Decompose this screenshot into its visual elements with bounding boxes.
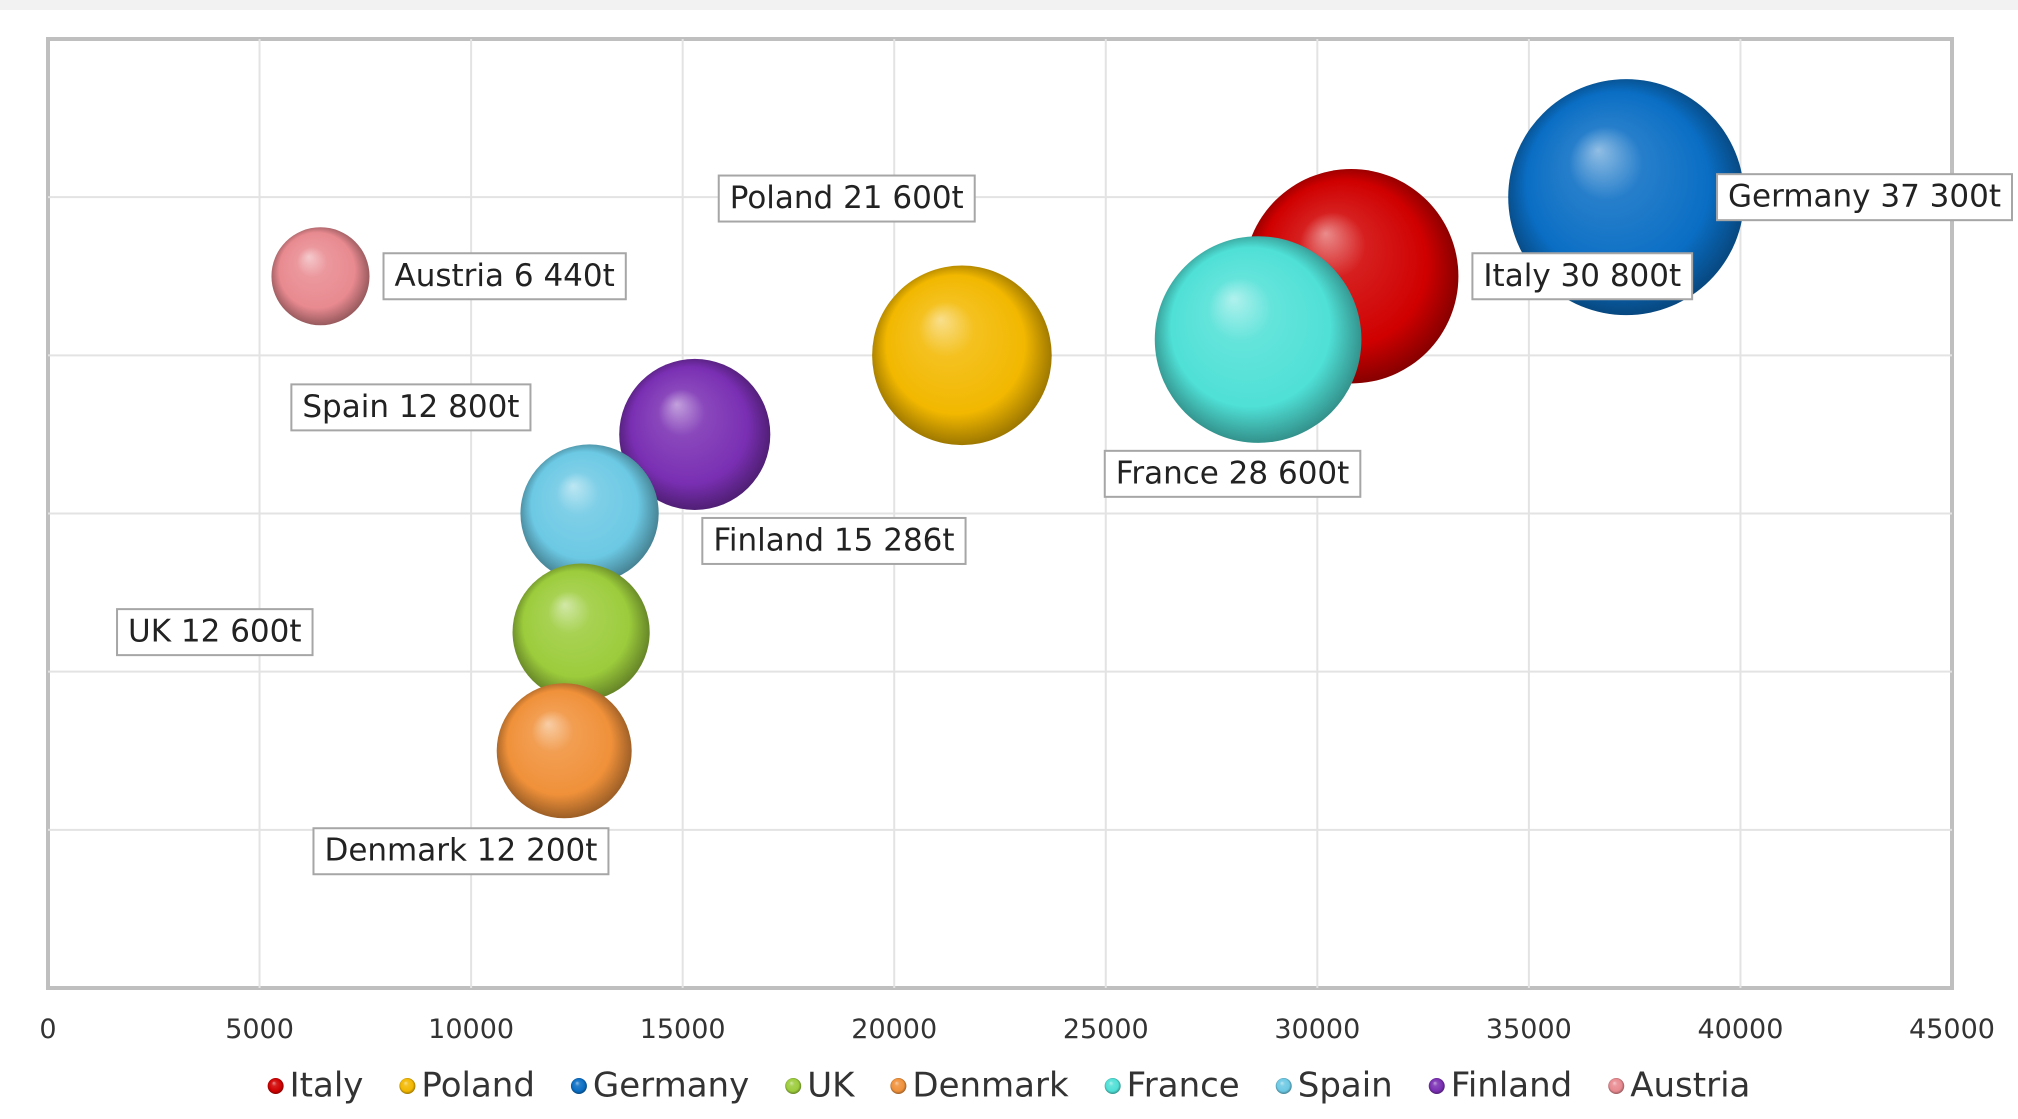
legend-marker <box>890 1078 907 1094</box>
data-label-text: UK 12 600t <box>128 614 302 650</box>
x-tick-label: 40000 <box>1697 1014 1783 1045</box>
legend-label: Austria <box>1630 1066 1750 1106</box>
legend-marker <box>399 1078 416 1094</box>
data-label-box <box>290 383 532 432</box>
legend-marker <box>1104 1078 1121 1094</box>
data-label-box <box>701 516 967 565</box>
x-axis-ticks: 0 5000 10000 15000 20000 25000 30000 35000 40000… <box>39 1014 1995 1045</box>
x-tick-label: 20000 <box>851 1014 937 1045</box>
x-tick-label: 15000 <box>640 1014 726 1045</box>
bubble-finland <box>619 358 771 510</box>
legend-label: Poland <box>421 1066 535 1106</box>
legend-label: Germany <box>593 1066 749 1106</box>
data-label-uk: UK 12 600t <box>116 608 314 657</box>
data-label-text: Denmark 12 200t <box>324 833 597 869</box>
data-label-box <box>1716 173 2013 222</box>
data-label-text: Spain 12 800t <box>302 389 519 425</box>
legend-label: Spain <box>1298 1066 1393 1106</box>
data-label-box <box>116 608 314 657</box>
x-tick-label: 45000 <box>1909 1014 1995 1045</box>
legend-label: Finland <box>1451 1066 1573 1106</box>
data-label-finland: Finland 15 286t <box>701 516 967 565</box>
legend-item-denmark: Denmark <box>890 1066 1069 1106</box>
legend-label: Denmark <box>912 1066 1069 1106</box>
legend-marker <box>267 1078 284 1094</box>
data-labels: Italy 30 800t Poland 21 600t Germany 37 30… <box>116 173 2013 876</box>
data-label-text: Poland 21 600t <box>730 180 964 216</box>
data-label-text: France 28 600t <box>1116 455 1350 491</box>
bubble-spain <box>520 444 659 583</box>
x-tick-label: 35000 <box>1486 1014 1572 1045</box>
data-label-box <box>382 252 627 301</box>
bubble-uk <box>512 563 650 701</box>
data-label-text: Germany 37 300t <box>1728 179 2001 215</box>
x-tick-label: 0 <box>39 1014 56 1045</box>
data-label-text: Finland 15 286t <box>713 522 954 558</box>
legend-label: UK <box>807 1066 856 1106</box>
data-label-spain: Spain 12 800t <box>290 383 532 432</box>
legend-item-germany: Germany <box>570 1066 749 1106</box>
legend: Italy Poland Germany UK Denmark France Spain Fi… <box>267 1066 1750 1106</box>
legend-item-poland: Poland <box>399 1066 535 1106</box>
legend-marker <box>570 1078 587 1094</box>
legend-marker <box>1428 1078 1445 1094</box>
legend-marker <box>1275 1078 1292 1094</box>
data-label-box <box>1103 449 1362 498</box>
data-label-box <box>717 174 976 223</box>
legend-item-italy: Italy <box>267 1066 364 1106</box>
data-label-austria: Austria 6 440t <box>382 252 627 301</box>
data-label-france: France 28 600t <box>1103 449 1362 498</box>
legend-marker <box>1608 1078 1625 1094</box>
data-label-box <box>1471 252 1694 301</box>
bubble-france <box>1154 236 1362 443</box>
bubble-austria <box>271 227 370 326</box>
x-tick-label: 25000 <box>1063 1014 1149 1045</box>
data-label-box <box>312 827 610 876</box>
legend-label: Italy <box>290 1066 364 1106</box>
bubble-poland <box>872 265 1052 446</box>
legend-label: France <box>1127 1066 1240 1106</box>
data-label-text: Italy 30 800t <box>1483 258 1681 294</box>
legend-marker <box>785 1078 802 1094</box>
x-tick-label: 30000 <box>1274 1014 1360 1045</box>
bubbles <box>271 79 1745 819</box>
data-label-germany: Germany 37 300t <box>1716 173 2013 222</box>
bubble-chart: Italy 30 800t Poland 21 600t Germany 37 30… <box>39 37 2013 1106</box>
data-label-italy: Italy 30 800t <box>1471 252 1694 301</box>
data-label-denmark: Denmark 12 200t <box>312 827 610 876</box>
x-tick-label: 5000 <box>225 1014 294 1045</box>
legend-item-france: France <box>1104 1066 1240 1106</box>
legend-item-spain: Spain <box>1275 1066 1393 1106</box>
legend-item-uk: UK <box>785 1066 856 1106</box>
chart-card: Italy 30 800t Poland 21 600t Germany 37 30… <box>0 10 2018 1119</box>
legend-item-finland: Finland <box>1428 1066 1573 1106</box>
data-label-poland: Poland 21 600t <box>717 174 976 223</box>
bubble-denmark <box>496 683 632 819</box>
legend-item-austria: Austria <box>1608 1066 1750 1106</box>
x-tick-label: 10000 <box>428 1014 514 1045</box>
data-label-text: Austria 6 440t <box>395 258 615 294</box>
